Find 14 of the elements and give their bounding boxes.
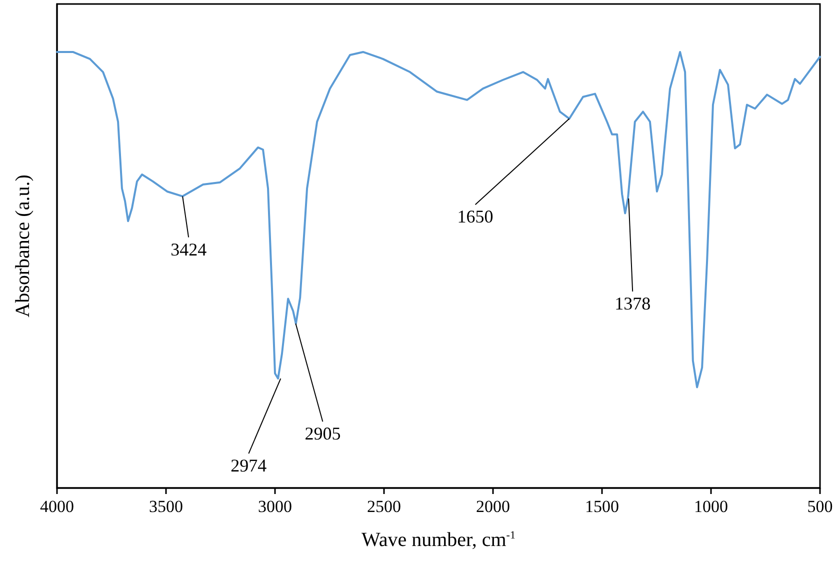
annotation: 1378 <box>614 293 651 314</box>
x-tick-label: 1500 <box>585 497 619 516</box>
x-tick-label: 3000 <box>258 497 292 516</box>
x-tick-label: 3500 <box>149 497 183 516</box>
annotation: 3424 <box>170 239 207 260</box>
annotation: 1650 <box>457 206 494 227</box>
x-tick-label: 500 <box>807 497 833 516</box>
annotation: 2974 <box>230 456 267 476</box>
x-tick-label: 2000 <box>476 497 510 516</box>
y-axis-title: Absorbance (a.u.) <box>12 174 34 318</box>
annotation: 2905 <box>304 424 341 444</box>
x-tick-label: 1000 <box>694 497 728 516</box>
x-tick-label: 2500 <box>367 497 401 516</box>
x-tick-label: 4000 <box>40 497 74 516</box>
